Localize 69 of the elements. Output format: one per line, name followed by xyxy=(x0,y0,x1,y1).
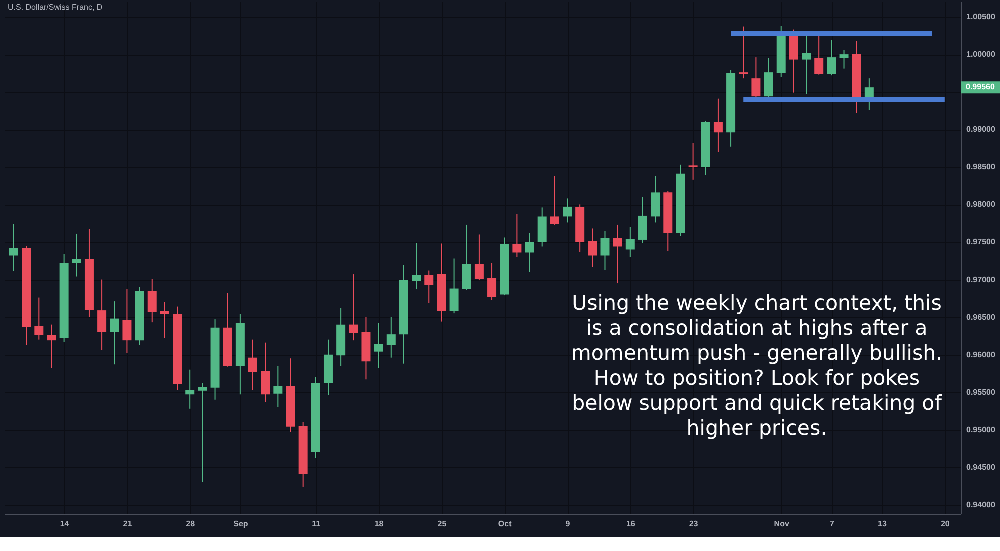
candlestick xyxy=(814,34,824,76)
candlestick xyxy=(840,50,849,70)
chart-title: U.S. Dollar/Swiss Franc, D xyxy=(8,3,103,12)
candlestick xyxy=(588,228,598,268)
candlestick xyxy=(110,301,120,366)
x-tick-label: 16 xyxy=(626,520,636,528)
candlestick xyxy=(98,279,107,351)
candlestick xyxy=(802,33,812,95)
candlestick xyxy=(688,142,698,180)
candlestick xyxy=(198,382,208,483)
x-tick-label: 9 xyxy=(566,520,571,528)
x-tick-label: Sep xyxy=(234,520,248,528)
candlestick xyxy=(424,270,434,304)
candlestick xyxy=(600,230,610,271)
x-tick-label: 14 xyxy=(60,520,70,528)
candlestick xyxy=(525,232,534,273)
candlestick xyxy=(626,226,635,258)
candlestick xyxy=(72,233,82,278)
y-tick-label: 1.00500 xyxy=(966,12,996,22)
y-tick-label: 0.98500 xyxy=(966,162,996,172)
candlestick xyxy=(739,26,748,80)
candlestick xyxy=(512,214,522,258)
candlestick xyxy=(450,258,459,314)
x-tick-label: 13 xyxy=(878,520,888,528)
candlestick xyxy=(122,289,132,354)
y-tick-label: 0.96000 xyxy=(966,350,996,360)
y-tick-label: 0.97000 xyxy=(966,275,996,284)
x-tick-label: Oct xyxy=(498,520,512,528)
x-tick-label: 11 xyxy=(312,520,322,528)
candlestick xyxy=(827,40,836,76)
candlestick xyxy=(714,98,723,153)
annotation: Using the weekly chart context, this is a consolidation at highs after a momentum push - generally bullish. How to position? Look for pokes below support and quick retaking of higher prices. xyxy=(571,291,943,440)
y-tick-label: 0.95500 xyxy=(966,388,996,397)
candlestick xyxy=(248,339,258,391)
x-tick-label: 18 xyxy=(374,520,384,528)
candlestick xyxy=(186,369,195,410)
y-tick-label: 1.00000 xyxy=(966,50,996,60)
x-tick-label: 21 xyxy=(123,520,133,528)
x-tick-label: Nov xyxy=(774,520,790,528)
candlestick xyxy=(349,274,358,342)
candlestick xyxy=(261,342,270,403)
candlestick xyxy=(412,242,422,290)
x-tick-label: 28 xyxy=(186,520,196,528)
candlestick xyxy=(550,176,560,226)
x-tick-label: 23 xyxy=(689,520,699,528)
candlestick xyxy=(160,302,170,339)
candlestick xyxy=(374,322,384,369)
x-tick-label: 25 xyxy=(438,520,448,528)
x-tick-label: 7 xyxy=(830,520,835,528)
candlestick xyxy=(47,324,56,369)
candlestick xyxy=(386,316,396,358)
candlestick xyxy=(34,297,44,340)
candlestick xyxy=(148,278,157,324)
candlestick xyxy=(613,224,622,284)
candlestick xyxy=(752,57,761,98)
candlestick xyxy=(563,198,572,224)
x-tick-label: 20 xyxy=(940,520,950,528)
candlestick xyxy=(9,224,18,272)
y-tick-label: 0.97500 xyxy=(966,238,996,247)
candlestick xyxy=(488,262,497,301)
annotation: 0.99560 xyxy=(966,82,996,92)
y-tick-label: 0.99000 xyxy=(966,125,996,134)
candlestick xyxy=(474,234,484,282)
y-tick-label: 0.98000 xyxy=(966,200,996,210)
y-tick-label: 0.94500 xyxy=(966,462,996,472)
candlestick xyxy=(274,366,283,408)
y-tick-label: 0.96500 xyxy=(966,312,996,322)
y-tick-label: 0.95000 xyxy=(966,425,996,434)
y-tick-label: 0.94000 xyxy=(966,500,996,510)
